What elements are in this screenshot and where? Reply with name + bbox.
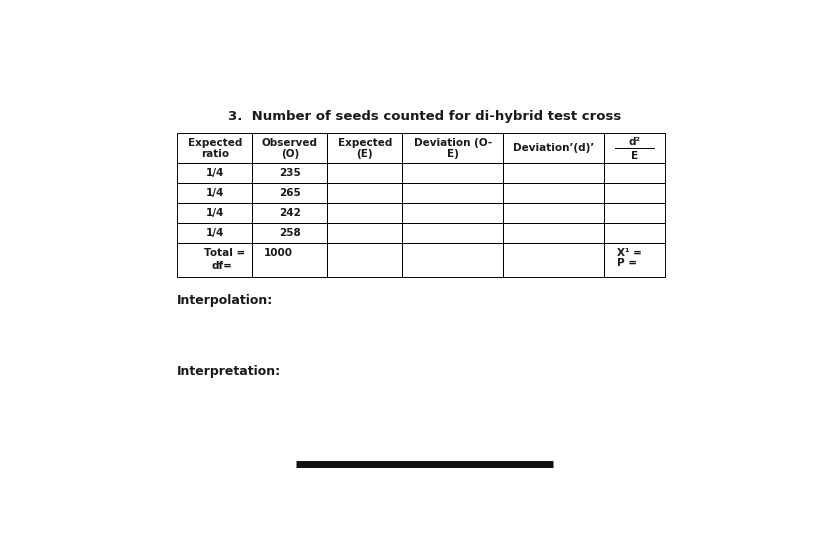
Text: d²: d²	[628, 137, 640, 147]
Bar	[503, 133, 604, 163]
Bar	[402, 243, 503, 277]
Bar	[402, 203, 503, 223]
Bar	[503, 203, 604, 223]
Bar	[402, 183, 503, 203]
Bar	[177, 183, 252, 203]
Text: Interpolation:: Interpolation:	[177, 294, 273, 307]
Bar	[402, 163, 503, 183]
Text: 1/4: 1/4	[205, 168, 224, 178]
Text: Interpretation:: Interpretation:	[177, 364, 281, 377]
Text: 1/4: 1/4	[205, 228, 224, 238]
Bar	[252, 163, 327, 183]
Bar	[402, 133, 503, 163]
Bar	[503, 243, 604, 277]
Bar	[327, 163, 402, 183]
Text: 1/4: 1/4	[205, 188, 224, 198]
Bar	[327, 183, 402, 203]
Bar	[604, 223, 664, 243]
Text: Expected
ratio: Expected ratio	[188, 138, 241, 159]
Text: Total =: Total =	[203, 248, 248, 258]
Text: 265: 265	[279, 188, 300, 198]
Text: df=: df=	[212, 261, 232, 272]
Text: X¹ =: X¹ =	[616, 248, 641, 258]
Bar	[252, 223, 327, 243]
Text: E: E	[630, 151, 638, 160]
Bar	[177, 163, 252, 183]
Bar	[503, 163, 604, 183]
Bar	[402, 223, 503, 243]
Bar	[177, 133, 252, 163]
Bar	[604, 163, 664, 183]
Bar	[604, 183, 664, 203]
Text: Expected
(E): Expected (E)	[337, 138, 391, 159]
Bar	[177, 223, 252, 243]
Text: Deviation (O-: Deviation (O-	[414, 138, 491, 148]
Bar	[327, 223, 402, 243]
Bar	[177, 243, 252, 277]
Text: Observed
(O): Observed (O)	[261, 138, 318, 159]
Text: P =: P =	[616, 258, 636, 268]
Bar	[327, 133, 402, 163]
Bar	[252, 183, 327, 203]
Text: 242: 242	[279, 208, 300, 218]
Bar	[503, 183, 604, 203]
Text: E): E)	[447, 150, 458, 159]
Bar	[327, 203, 402, 223]
Text: Deviation’(d)’: Deviation’(d)’	[513, 144, 594, 153]
Bar	[503, 223, 604, 243]
Bar	[252, 203, 327, 223]
Bar	[177, 203, 252, 223]
Text: 1/4: 1/4	[205, 208, 224, 218]
Bar	[604, 203, 664, 223]
Text: 1000: 1000	[263, 248, 292, 258]
Text: 258: 258	[279, 228, 300, 238]
Bar	[252, 243, 327, 277]
Bar	[604, 243, 664, 277]
Bar	[327, 243, 402, 277]
Text: 235: 235	[279, 168, 300, 178]
Text: 3.  Number of seeds counted for di-hybrid test cross: 3. Number of seeds counted for di-hybrid…	[227, 110, 620, 123]
Bar	[604, 133, 664, 163]
Bar	[252, 133, 327, 163]
